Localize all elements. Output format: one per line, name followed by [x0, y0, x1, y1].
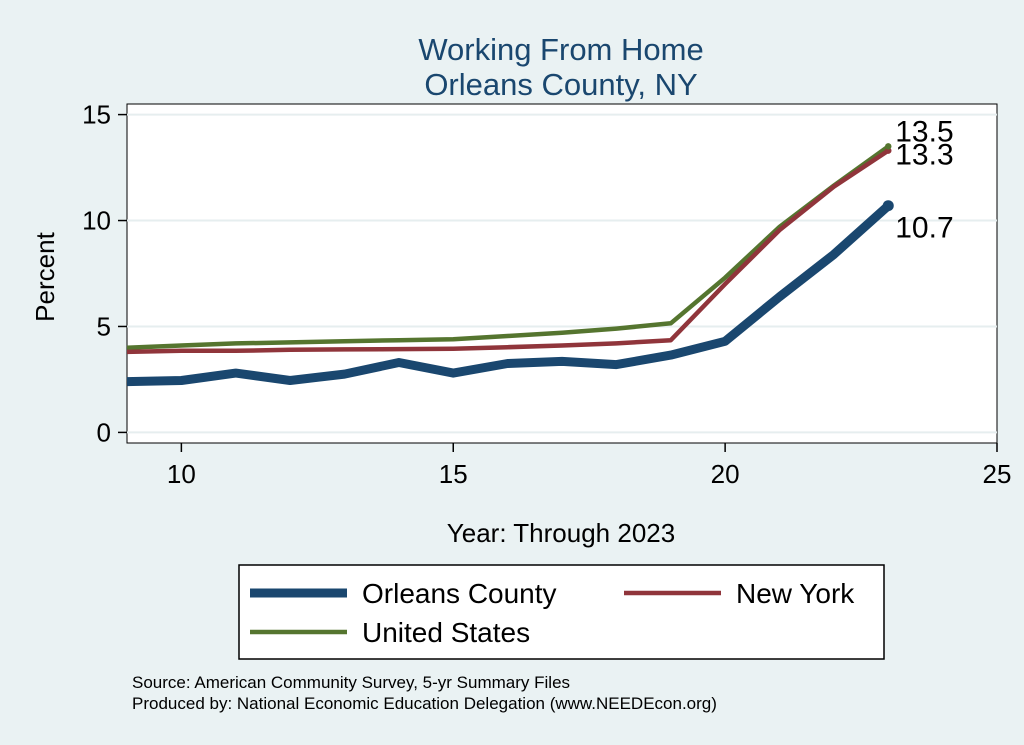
end-point-orleans-county [882, 200, 894, 212]
series-line-orleans-county [126, 202, 892, 387]
y-tick-label-0: 0 [97, 417, 111, 447]
x-tick-label-20: 20 [711, 459, 740, 489]
legend: Orleans County New York United States [238, 564, 885, 660]
x-tick-label-10: 10 [167, 459, 196, 489]
series-line-new-york [126, 148, 890, 355]
x-axis-label: Year: Through 2023 [447, 518, 675, 548]
y-tick-label-5: 5 [97, 311, 111, 341]
legend-label-united-states: United States [362, 617, 530, 648]
legend-box [238, 564, 885, 660]
axes: 0 5 10 15 10 15 20 25 [82, 100, 1011, 489]
end-label-united-states: 13.5 [895, 115, 953, 148]
x-tick-label-15: 15 [439, 459, 468, 489]
series-line-united-states [126, 144, 890, 350]
y-tick-label-15: 15 [82, 100, 111, 130]
legend-label-orleans-county: Orleans County [362, 578, 557, 609]
chart-title-line-2: Orleans County, NY [424, 67, 697, 102]
chart-title-line-1: Working From Home [418, 32, 703, 67]
legend-label-new-york: New York [736, 578, 855, 609]
source-note: Source: American Community Survey, 5-yr … [132, 673, 570, 692]
end-labels: 10.7 13.313.5 [882, 115, 954, 245]
end-label-new-york: 13.3 [895, 139, 953, 172]
plot-area [126, 103, 998, 444]
end-label-orleans-county: 10.7 [895, 212, 953, 245]
producer-note: Produced by: National Economic Education… [132, 694, 717, 713]
gridlines [127, 113, 997, 434]
y-tick-label-10: 10 [82, 206, 111, 236]
y-axis-label: Percent [30, 231, 60, 321]
end-point-united-states [885, 143, 892, 150]
x-tick-label-25: 25 [983, 459, 1012, 489]
series-lines [126, 144, 892, 387]
